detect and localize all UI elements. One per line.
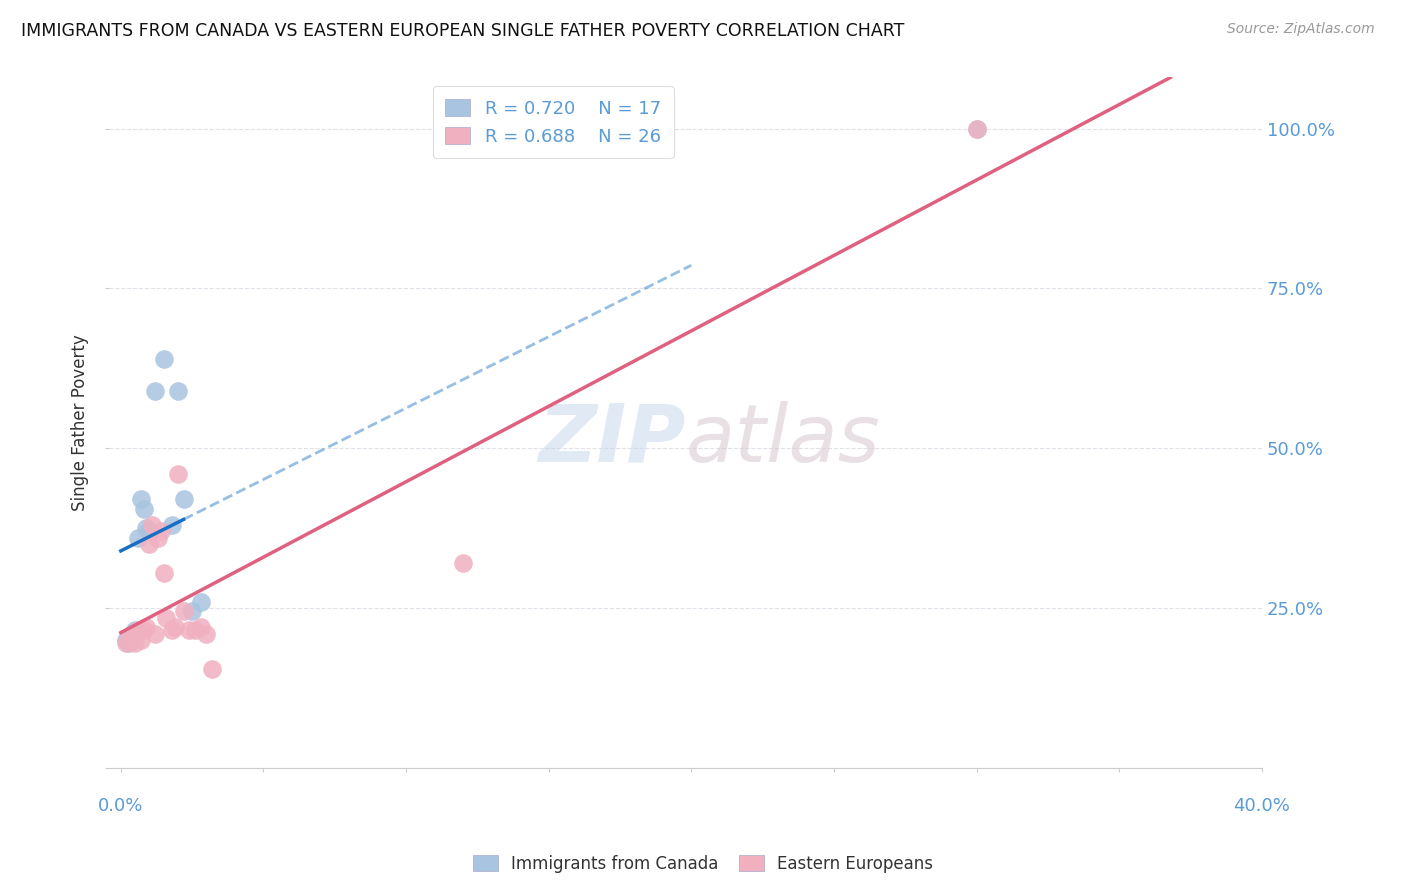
Y-axis label: Single Father Poverty: Single Father Poverty: [72, 334, 89, 511]
Point: [190, 620, 212, 634]
Point: [966, 121, 988, 136]
Point: [115, 633, 138, 648]
Text: ZIP: ZIP: [538, 401, 686, 479]
Point: [166, 384, 188, 398]
Point: [135, 620, 157, 634]
Point: [132, 502, 155, 516]
Point: [138, 537, 160, 551]
Point: [149, 524, 172, 539]
Text: atlas: atlas: [686, 401, 880, 479]
Point: [132, 624, 155, 638]
Point: [163, 620, 186, 634]
Point: [141, 518, 163, 533]
Point: [195, 626, 218, 640]
Text: Source: ZipAtlas.com: Source: ZipAtlas.com: [1227, 22, 1375, 37]
Point: [179, 624, 201, 638]
Point: [152, 566, 174, 580]
Point: [190, 595, 212, 609]
Text: 40.0%: 40.0%: [1233, 797, 1291, 814]
Point: [115, 636, 138, 650]
Point: [129, 633, 152, 648]
Point: [121, 630, 143, 644]
Text: IMMIGRANTS FROM CANADA VS EASTERN EUROPEAN SINGLE FATHER POVERTY CORRELATION CHA: IMMIGRANTS FROM CANADA VS EASTERN EUROPE…: [21, 22, 904, 40]
Point: [160, 518, 183, 533]
Point: [184, 624, 207, 638]
Point: [173, 492, 195, 507]
Point: [160, 624, 183, 638]
Point: [129, 492, 152, 507]
Point: [121, 626, 143, 640]
Point: [155, 610, 177, 624]
Point: [966, 121, 988, 136]
Point: [451, 557, 474, 571]
Point: [201, 662, 224, 676]
Point: [124, 636, 146, 650]
Point: [143, 626, 166, 640]
Point: [181, 604, 204, 618]
Legend: Immigrants from Canada, Eastern Europeans: Immigrants from Canada, Eastern European…: [467, 848, 939, 880]
Point: [118, 636, 141, 650]
Text: 0.0%: 0.0%: [98, 797, 143, 814]
Point: [173, 604, 195, 618]
Point: [152, 351, 174, 366]
Point: [127, 531, 149, 545]
Point: [124, 624, 146, 638]
Point: [143, 384, 166, 398]
Point: [146, 531, 169, 545]
Point: [166, 467, 188, 481]
Point: [135, 521, 157, 535]
Point: [127, 624, 149, 638]
Point: [118, 633, 141, 648]
Point: [138, 524, 160, 539]
Legend: R = 0.720    N = 17, R = 0.688    N = 26: R = 0.720 N = 17, R = 0.688 N = 26: [433, 87, 673, 159]
